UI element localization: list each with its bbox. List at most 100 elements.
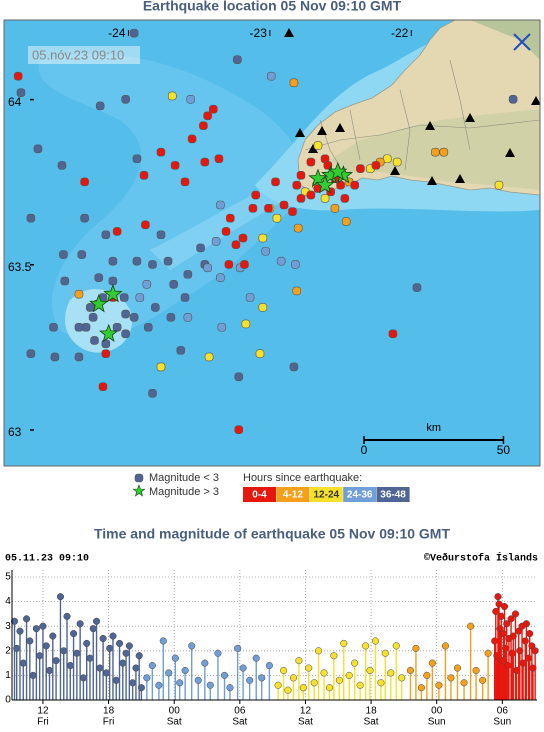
quake xyxy=(121,94,130,104)
scale-unit: km xyxy=(426,422,441,434)
stem-dot xyxy=(137,684,145,692)
quake xyxy=(143,322,153,332)
quake xyxy=(85,303,95,312)
stem-dot xyxy=(102,669,110,677)
quake xyxy=(306,157,316,167)
quake xyxy=(200,157,210,167)
credit: ©Veðurstofa Íslands xyxy=(424,551,538,565)
quake xyxy=(412,283,422,292)
stem-dot xyxy=(258,674,266,682)
stem-dot xyxy=(522,620,530,628)
stem-dot xyxy=(412,644,420,652)
scale-tick-label: 0 xyxy=(361,443,368,457)
stem-dot xyxy=(56,593,65,601)
lon-tick-label: -22 xyxy=(391,26,409,40)
stem-dot xyxy=(155,681,163,689)
stem-dot xyxy=(479,676,487,684)
quake xyxy=(90,336,99,345)
legend-bin-label: 4-12 xyxy=(283,490,303,501)
stem-dot xyxy=(234,644,242,652)
stem-dot xyxy=(435,681,443,689)
quake xyxy=(251,190,261,200)
stem-dot xyxy=(45,666,54,675)
quake xyxy=(166,313,176,322)
quake xyxy=(216,200,225,210)
stem-dot xyxy=(423,671,431,679)
legend-small-icon xyxy=(134,473,144,483)
stem-dot xyxy=(472,666,480,675)
quake xyxy=(132,154,142,164)
quake xyxy=(98,382,108,392)
stem-dot xyxy=(289,674,297,682)
quake xyxy=(101,349,111,358)
quake xyxy=(186,94,195,104)
stem-dot xyxy=(132,664,140,672)
stem-dot xyxy=(320,669,328,677)
stem-dot xyxy=(315,647,323,655)
quake xyxy=(289,362,299,372)
stem-dot xyxy=(351,659,359,667)
stem-dot xyxy=(507,615,515,623)
stem-dot xyxy=(335,676,343,684)
quake xyxy=(340,194,350,203)
quake xyxy=(101,230,111,240)
quake xyxy=(231,240,241,249)
quake xyxy=(135,293,145,302)
quake xyxy=(234,372,244,382)
ridge xyxy=(150,175,300,270)
stem-dot xyxy=(392,642,400,650)
quake xyxy=(156,230,166,240)
stem-dot xyxy=(70,630,78,638)
stem-dot xyxy=(274,681,282,689)
stem-dot xyxy=(441,642,450,650)
stem-dot xyxy=(366,666,374,675)
timestamp-box xyxy=(28,46,140,64)
quake xyxy=(129,28,139,38)
stem-dot xyxy=(494,593,502,601)
legend-hours-title: Hours since earthquake: xyxy=(243,472,362,484)
quake xyxy=(508,94,518,104)
quake xyxy=(16,88,26,97)
quake xyxy=(240,260,249,269)
quake xyxy=(296,194,306,203)
stem-dot xyxy=(79,674,87,682)
scale-tick-label: 50 xyxy=(497,443,511,457)
quake xyxy=(209,104,218,114)
quake xyxy=(291,260,300,269)
quake xyxy=(225,213,235,223)
quake xyxy=(248,204,258,213)
quake xyxy=(296,170,306,180)
highland xyxy=(430,20,540,60)
quake xyxy=(60,276,70,286)
stem-dot xyxy=(52,657,60,665)
y-tick-label: 4 xyxy=(5,596,11,607)
large-quake xyxy=(99,323,119,343)
stem-dot xyxy=(92,617,101,625)
y-tick-label: 2 xyxy=(5,645,11,656)
stem-dot xyxy=(159,637,167,645)
quake xyxy=(258,233,268,243)
stem-dot xyxy=(66,662,74,670)
stem-dot xyxy=(106,644,114,652)
stem-dot xyxy=(325,684,334,692)
quake xyxy=(439,147,449,157)
x-day-label: Fri xyxy=(103,717,115,728)
quake xyxy=(238,233,248,243)
stem-dot xyxy=(528,642,536,650)
stem-dot xyxy=(511,610,520,618)
quake xyxy=(108,276,118,286)
quake xyxy=(119,293,129,302)
map-background xyxy=(4,20,540,466)
quake xyxy=(156,362,166,372)
legend-large-label: Magnitude > 3 xyxy=(149,486,219,498)
stem-dot xyxy=(129,679,137,687)
large-quake xyxy=(89,293,109,313)
stem-dot xyxy=(371,637,380,645)
stem-dot xyxy=(181,666,189,675)
quake xyxy=(183,270,193,279)
legend-bin-label: 24-36 xyxy=(347,490,373,501)
x-day-label: Sun xyxy=(428,717,446,728)
stem-dot xyxy=(194,676,202,684)
x-tick-label: 06 xyxy=(497,706,509,717)
